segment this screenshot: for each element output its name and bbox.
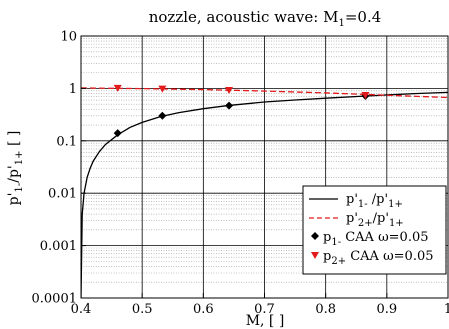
x-tick-label: 1: [444, 302, 449, 317]
y-tick-label: 0.0001: [32, 292, 78, 307]
diamond-marker: [225, 102, 233, 110]
diamond-marker: [114, 129, 122, 137]
y-tick-label: 0.001: [40, 239, 77, 254]
y-tick-label: 1: [69, 82, 77, 97]
y-axis-label: p'1-/p'1+ [ ]: [6, 131, 25, 206]
x-tick-label: 0.5: [132, 302, 153, 317]
chart-title: nozzle, acoustic wave: M1=0.4: [149, 8, 382, 29]
x-tick-label: 0.9: [376, 302, 397, 317]
y-tick-label: 0.1: [56, 134, 77, 149]
y-tick-labels: 0.0001 0.001 0.01 0.1 1 10: [32, 30, 78, 307]
x-tick-label: 0.8: [315, 302, 336, 317]
diamond-marker: [158, 112, 166, 120]
x-tick-label: 0.6: [193, 302, 214, 317]
x-axis-label: M, [ ]: [246, 313, 285, 329]
legend: p'1- /p'1+ p'2+/p'1+ p1- CAA ω=0.05 p2+ …: [303, 186, 446, 274]
y-tick-label: 0.01: [48, 187, 77, 202]
y-tick-label: 10: [60, 30, 77, 45]
